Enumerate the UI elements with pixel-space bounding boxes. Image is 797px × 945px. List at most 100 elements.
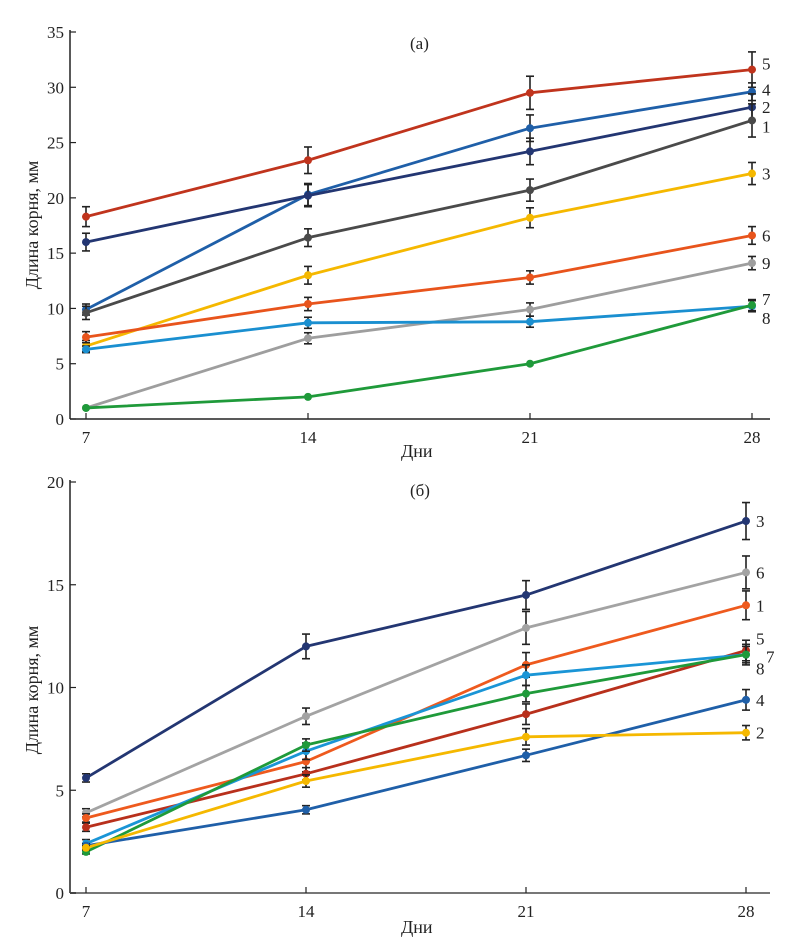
data-point <box>742 517 750 526</box>
y-tick-label: 0 <box>56 410 65 429</box>
data-point <box>304 392 312 401</box>
y-tick-label: 5 <box>56 355 65 374</box>
y-tick-label: 20 <box>47 473 64 492</box>
data-point <box>302 741 310 750</box>
series-line <box>85 731 747 850</box>
data-point <box>522 671 530 680</box>
series-line <box>85 519 747 780</box>
data-point <box>748 65 756 74</box>
data-point <box>82 308 90 317</box>
data-point <box>526 147 534 156</box>
data-point <box>304 318 312 327</box>
x-tick-label: 14 <box>300 428 318 447</box>
data-point <box>748 231 756 240</box>
y-axis-title-a: Длина корня, мм <box>22 161 42 290</box>
series-labels-a: 5 421 3 6 9 87 <box>762 55 771 329</box>
series-line <box>85 603 747 820</box>
data-point <box>748 259 756 268</box>
data-point <box>82 345 90 354</box>
data-point <box>304 271 312 280</box>
series-6 <box>82 225 756 344</box>
series-8 <box>82 299 756 354</box>
y-ticks-a: 0 5 10 15 20 25 30 35 <box>47 23 76 429</box>
x-tick-label: 28 <box>744 428 761 447</box>
data-point <box>742 728 750 737</box>
data-point <box>526 124 534 133</box>
data-point <box>302 712 310 721</box>
series-line <box>85 649 747 829</box>
data-point <box>82 403 90 412</box>
panel-label-b: (б) <box>410 481 430 500</box>
series-label: 3 <box>756 512 765 531</box>
series-line <box>85 68 753 219</box>
data-point <box>522 591 530 600</box>
data-point <box>82 212 90 221</box>
series-layer-b <box>82 501 750 856</box>
data-point <box>742 650 750 659</box>
series-label: 5 <box>756 630 765 649</box>
y-tick-label: 30 <box>47 78 64 97</box>
series-line <box>85 303 753 410</box>
series-line <box>85 172 753 348</box>
data-point <box>82 823 90 832</box>
data-point <box>526 88 534 97</box>
x-axis-title-a: Дни <box>401 441 433 461</box>
y-axis-title-b: Длина корня, мм <box>22 626 42 755</box>
series-4 <box>82 688 750 850</box>
x-tick-label: 28 <box>738 902 755 921</box>
series-labels-b: 3 6 1 578 4 2 <box>756 512 775 743</box>
x-tick-label: 21 <box>518 902 535 921</box>
data-point <box>526 273 534 282</box>
data-point <box>302 769 310 778</box>
series-label: 9 <box>762 254 771 273</box>
data-point <box>522 732 530 741</box>
y-tick-label: 15 <box>47 576 64 595</box>
series-line <box>85 698 747 848</box>
series-line <box>85 304 753 351</box>
data-point <box>526 213 534 222</box>
series-line <box>85 234 753 339</box>
x-axis-title-b: Дни <box>401 917 433 937</box>
data-point <box>302 805 310 814</box>
series-label: 8 <box>756 660 765 679</box>
data-point <box>522 710 530 719</box>
series-6 <box>82 555 750 818</box>
data-point <box>522 751 530 760</box>
series-3 <box>82 161 756 353</box>
series-line <box>85 119 753 315</box>
y-tick-label: 35 <box>47 23 64 42</box>
x-tick-label: 14 <box>298 902 316 921</box>
series-label: 4 <box>756 691 765 710</box>
data-point <box>742 568 750 577</box>
series-label: 8 <box>762 309 771 328</box>
series-7 <box>82 298 756 412</box>
data-point <box>82 813 90 822</box>
data-point <box>82 333 90 342</box>
series-3 <box>82 501 750 783</box>
x-ticks-b: 7 14 21 28 <box>82 887 755 921</box>
y-tick-label: 25 <box>47 134 64 153</box>
series-2 <box>82 724 750 852</box>
data-point <box>302 642 310 651</box>
data-point <box>748 301 756 310</box>
data-point <box>82 843 90 852</box>
y-tick-label: 20 <box>47 189 64 208</box>
series-label: 6 <box>756 563 765 582</box>
series-line <box>85 571 747 815</box>
series-label: 1 <box>756 596 765 615</box>
data-point <box>748 116 756 125</box>
data-point <box>304 334 312 343</box>
data-point <box>522 689 530 698</box>
x-ticks-a: 7 14 21 28 <box>82 413 761 447</box>
y-ticks-b: 0 5 10 15 20 <box>47 473 76 903</box>
data-point <box>526 317 534 326</box>
series-line <box>85 261 753 410</box>
data-point <box>748 169 756 178</box>
y-tick-label: 15 <box>47 244 64 263</box>
panel-label-a: (a) <box>410 34 429 53</box>
data-point <box>526 359 534 368</box>
series-line <box>85 653 747 845</box>
data-point <box>82 238 90 247</box>
